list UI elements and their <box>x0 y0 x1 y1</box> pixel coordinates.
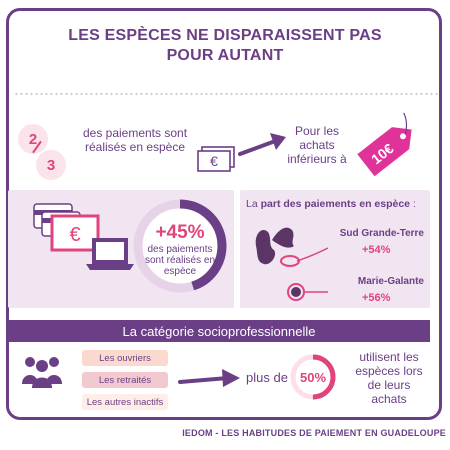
ring-percentage: +45% <box>155 222 205 243</box>
title-line-2: POUR AUTANT <box>166 47 284 64</box>
plus-de-label: plus de <box>246 370 288 385</box>
cash-share-ring-label: +45% des paiements sont réalisés en espè… <box>144 222 216 277</box>
threshold-line-1: Pour les <box>294 124 340 138</box>
usage-line-3: de leurs <box>367 378 411 392</box>
purchase-threshold-text: Pour les achats inférieurs à <box>282 124 352 166</box>
ring-desc-1: des paiements <box>147 244 213 255</box>
region-name-sud-grande-terre: Sud Grande-Terre <box>339 228 424 239</box>
ring-desc-2: sont réalisés en <box>144 255 216 266</box>
cash-share-ring <box>133 199 227 293</box>
cash-share-line-2: réalisés en espèce <box>84 140 186 154</box>
regional-share-title: La part des paiements en espèce : <box>246 198 432 210</box>
cash-share-line-1: des paiements sont <box>82 126 188 140</box>
fifty-percent-ring <box>290 354 336 400</box>
fifty-percent-label: 50% <box>299 369 327 385</box>
regional-title-suffix: : <box>410 198 416 210</box>
region-name-marie-galante: Marie-Galante <box>357 276 424 287</box>
usage-line-4: achats <box>371 392 407 406</box>
usage-line-1: utilisent les <box>359 350 419 364</box>
title-line-1: LES ESPÈCES NE DISPARAISSENT PAS <box>68 27 382 44</box>
threshold-line-2: achats <box>299 138 335 152</box>
cash-share-arc <box>133 199 227 293</box>
arrow-right-icon <box>178 369 240 387</box>
arrow-icon <box>238 133 286 156</box>
socioprofessional-header: La catégorie socioprofessionnelle <box>8 320 430 342</box>
cash-share-text: des paiements sont réalisés en espèce <box>70 126 200 154</box>
usage-line-2: espèces lors <box>355 364 423 378</box>
price-tag-icon: 10€ <box>357 112 412 177</box>
fifty-percent-arc <box>290 354 336 400</box>
category-retraites: Les retraités <box>82 372 168 388</box>
money-icon: € <box>197 146 235 172</box>
map-icon <box>255 227 329 301</box>
fraction-denominator: 3 <box>36 150 66 180</box>
region-value-sud-grande-terre: +54% <box>362 244 391 256</box>
svg-text:€: € <box>69 224 80 246</box>
threshold-line-3: inférieurs à <box>287 152 347 166</box>
region-value-marie-galante: +56% <box>362 292 391 304</box>
category-ouvriers: Les ouvriers <box>82 350 168 366</box>
category-autres-inactifs: Les autres inactifs <box>82 394 168 410</box>
svg-text:€: € <box>210 153 218 169</box>
regional-title-bold: part des paiements en espèce <box>260 198 411 210</box>
page-title: LES ESPÈCES NE DISPARAISSENT PAS POUR AU… <box>20 26 430 66</box>
regional-title-prefix: La <box>246 198 261 210</box>
cash-usage-text: utilisent les espèces lors de leurs acha… <box>346 350 432 406</box>
source-footer: IEDOM - LES HABITUDES DE PAIEMENT EN GUA… <box>182 428 446 438</box>
people-icon <box>22 357 62 388</box>
ring-desc-3: espèce <box>163 266 197 277</box>
cards-laptop-icon: € <box>33 203 134 270</box>
dotted-divider <box>14 92 438 96</box>
